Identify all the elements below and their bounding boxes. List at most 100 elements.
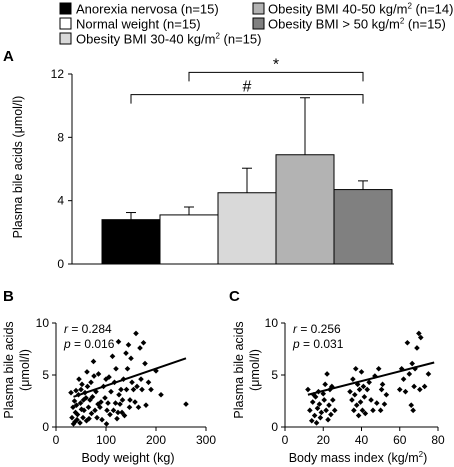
y-axis-label-b-line1: Plasma bile acids (2, 321, 16, 418)
x-tick-label-b: 200 (146, 433, 166, 447)
data-point-c (374, 400, 380, 406)
data-point-c (417, 386, 423, 393)
data-point-c (328, 411, 334, 418)
data-point-c (421, 383, 428, 390)
x-tick-label-b: 0 (53, 433, 60, 447)
data-point-c (370, 407, 376, 414)
data-point-b (83, 395, 89, 401)
data-point-b (88, 410, 95, 417)
data-point-b (118, 386, 124, 393)
data-point-c (425, 371, 432, 377)
bar-chart-panel-a: Plasma bile acids (μmol/l) 0 4 8 12 * # (11, 56, 394, 271)
data-point-b (119, 397, 126, 403)
data-point-b (128, 355, 134, 362)
y-axis-label-a: Plasma bile acids (μmol/l) (11, 96, 25, 239)
data-point-b (87, 397, 93, 403)
panel-label-b: B (3, 288, 14, 305)
data-point-b (73, 402, 80, 408)
data-point-b (103, 376, 109, 382)
bar-obesity-30-40 (217, 192, 277, 265)
data-point-c (412, 365, 418, 372)
scatter-panel-c: Plasma bile acids (μmol/l) Body mass ind… (232, 316, 445, 465)
y-tick-label-b: 0 (42, 420, 49, 434)
data-point-c (324, 371, 330, 377)
data-point-b (114, 415, 120, 422)
data-point-c (355, 412, 362, 419)
data-point-b (84, 383, 91, 390)
data-point-b (137, 345, 143, 351)
data-point-c (408, 402, 415, 408)
data-point-b (74, 411, 81, 418)
x-axis-label-b: Body weight (kg) (81, 451, 174, 465)
data-point-b (183, 401, 189, 407)
y-tick-label-b: 10 (36, 316, 50, 330)
data-point-b (158, 391, 164, 398)
data-point-c (320, 390, 327, 397)
stat-p-c: p = 0.031 (292, 337, 344, 351)
data-point-b (121, 412, 128, 419)
data-point-b (138, 376, 144, 382)
data-point-b (81, 407, 87, 414)
data-point-c (351, 407, 357, 414)
data-point-c (321, 397, 328, 403)
data-point-b (69, 414, 75, 421)
data-point-b (92, 407, 98, 414)
legend: Anorexia nervosa (n=15) Normal weight (n… (59, 2, 453, 47)
data-point-b (95, 371, 102, 377)
data-point-c (325, 416, 331, 423)
data-point-b (143, 402, 149, 408)
y-tick-label-a: 4 (57, 194, 64, 208)
data-point-b (115, 338, 122, 345)
data-point-b (115, 409, 121, 416)
scatter-panel-b: Plasma bile acids (μmol/l) Body weight (… (2, 316, 216, 465)
legend-label-obesity-over-50: Obesity BMI > 50 kg/m2 (n=15) (268, 17, 446, 32)
data-point-c (362, 410, 369, 417)
legend-swatch-obesity-40-50 (252, 2, 265, 15)
trendline-b (73, 357, 187, 398)
data-point-b (112, 400, 119, 406)
data-point-b (94, 414, 100, 421)
data-point-b (77, 400, 84, 406)
data-point-c (331, 407, 338, 414)
data-point-b (74, 416, 80, 423)
data-point-b (135, 404, 142, 411)
data-point-c (352, 391, 358, 398)
data-point-b (139, 386, 145, 393)
data-point-b (130, 386, 137, 393)
y-axis-label-c-line1: Plasma bile acids (232, 321, 246, 418)
data-point-b (83, 417, 90, 424)
data-point-c (307, 407, 313, 414)
x-tick-label-b: 100 (96, 433, 116, 447)
x-tick-label-b: 300 (196, 433, 216, 447)
legend-label-obesity-30-40: Obesity BMI 30-40 kg/m2 (n=15) (76, 32, 261, 47)
data-point-b (70, 421, 77, 427)
data-point-b (117, 401, 123, 407)
data-point-b (77, 420, 83, 426)
data-point-b (68, 389, 74, 396)
data-point-b (127, 397, 133, 403)
data-point-b (78, 386, 84, 393)
data-point-c (308, 417, 315, 424)
x-tick-label-c: 40 (355, 433, 369, 447)
y-tick-label-c: 0 (271, 420, 278, 434)
data-point-c (378, 386, 385, 393)
y-tick-label-c: 10 (265, 316, 279, 330)
data-point-b (125, 342, 132, 348)
data-point-b (109, 353, 116, 360)
data-point-b (119, 409, 125, 416)
legend-swatch-obesity-30-40 (59, 32, 72, 45)
data-point-c (416, 330, 422, 337)
data-point-c (364, 386, 371, 393)
data-point-c (309, 399, 316, 405)
data-point-c (377, 407, 384, 414)
data-point-c (353, 402, 360, 408)
data-point-b (148, 386, 154, 393)
data-point-b (76, 376, 82, 382)
data-point-c (396, 386, 403, 393)
data-point-b (88, 379, 94, 386)
x-tick-label-c: 20 (317, 433, 331, 447)
data-point-c (404, 339, 411, 346)
data-point-c (409, 360, 415, 367)
stat-p-b: p = 0.016 (63, 337, 115, 351)
